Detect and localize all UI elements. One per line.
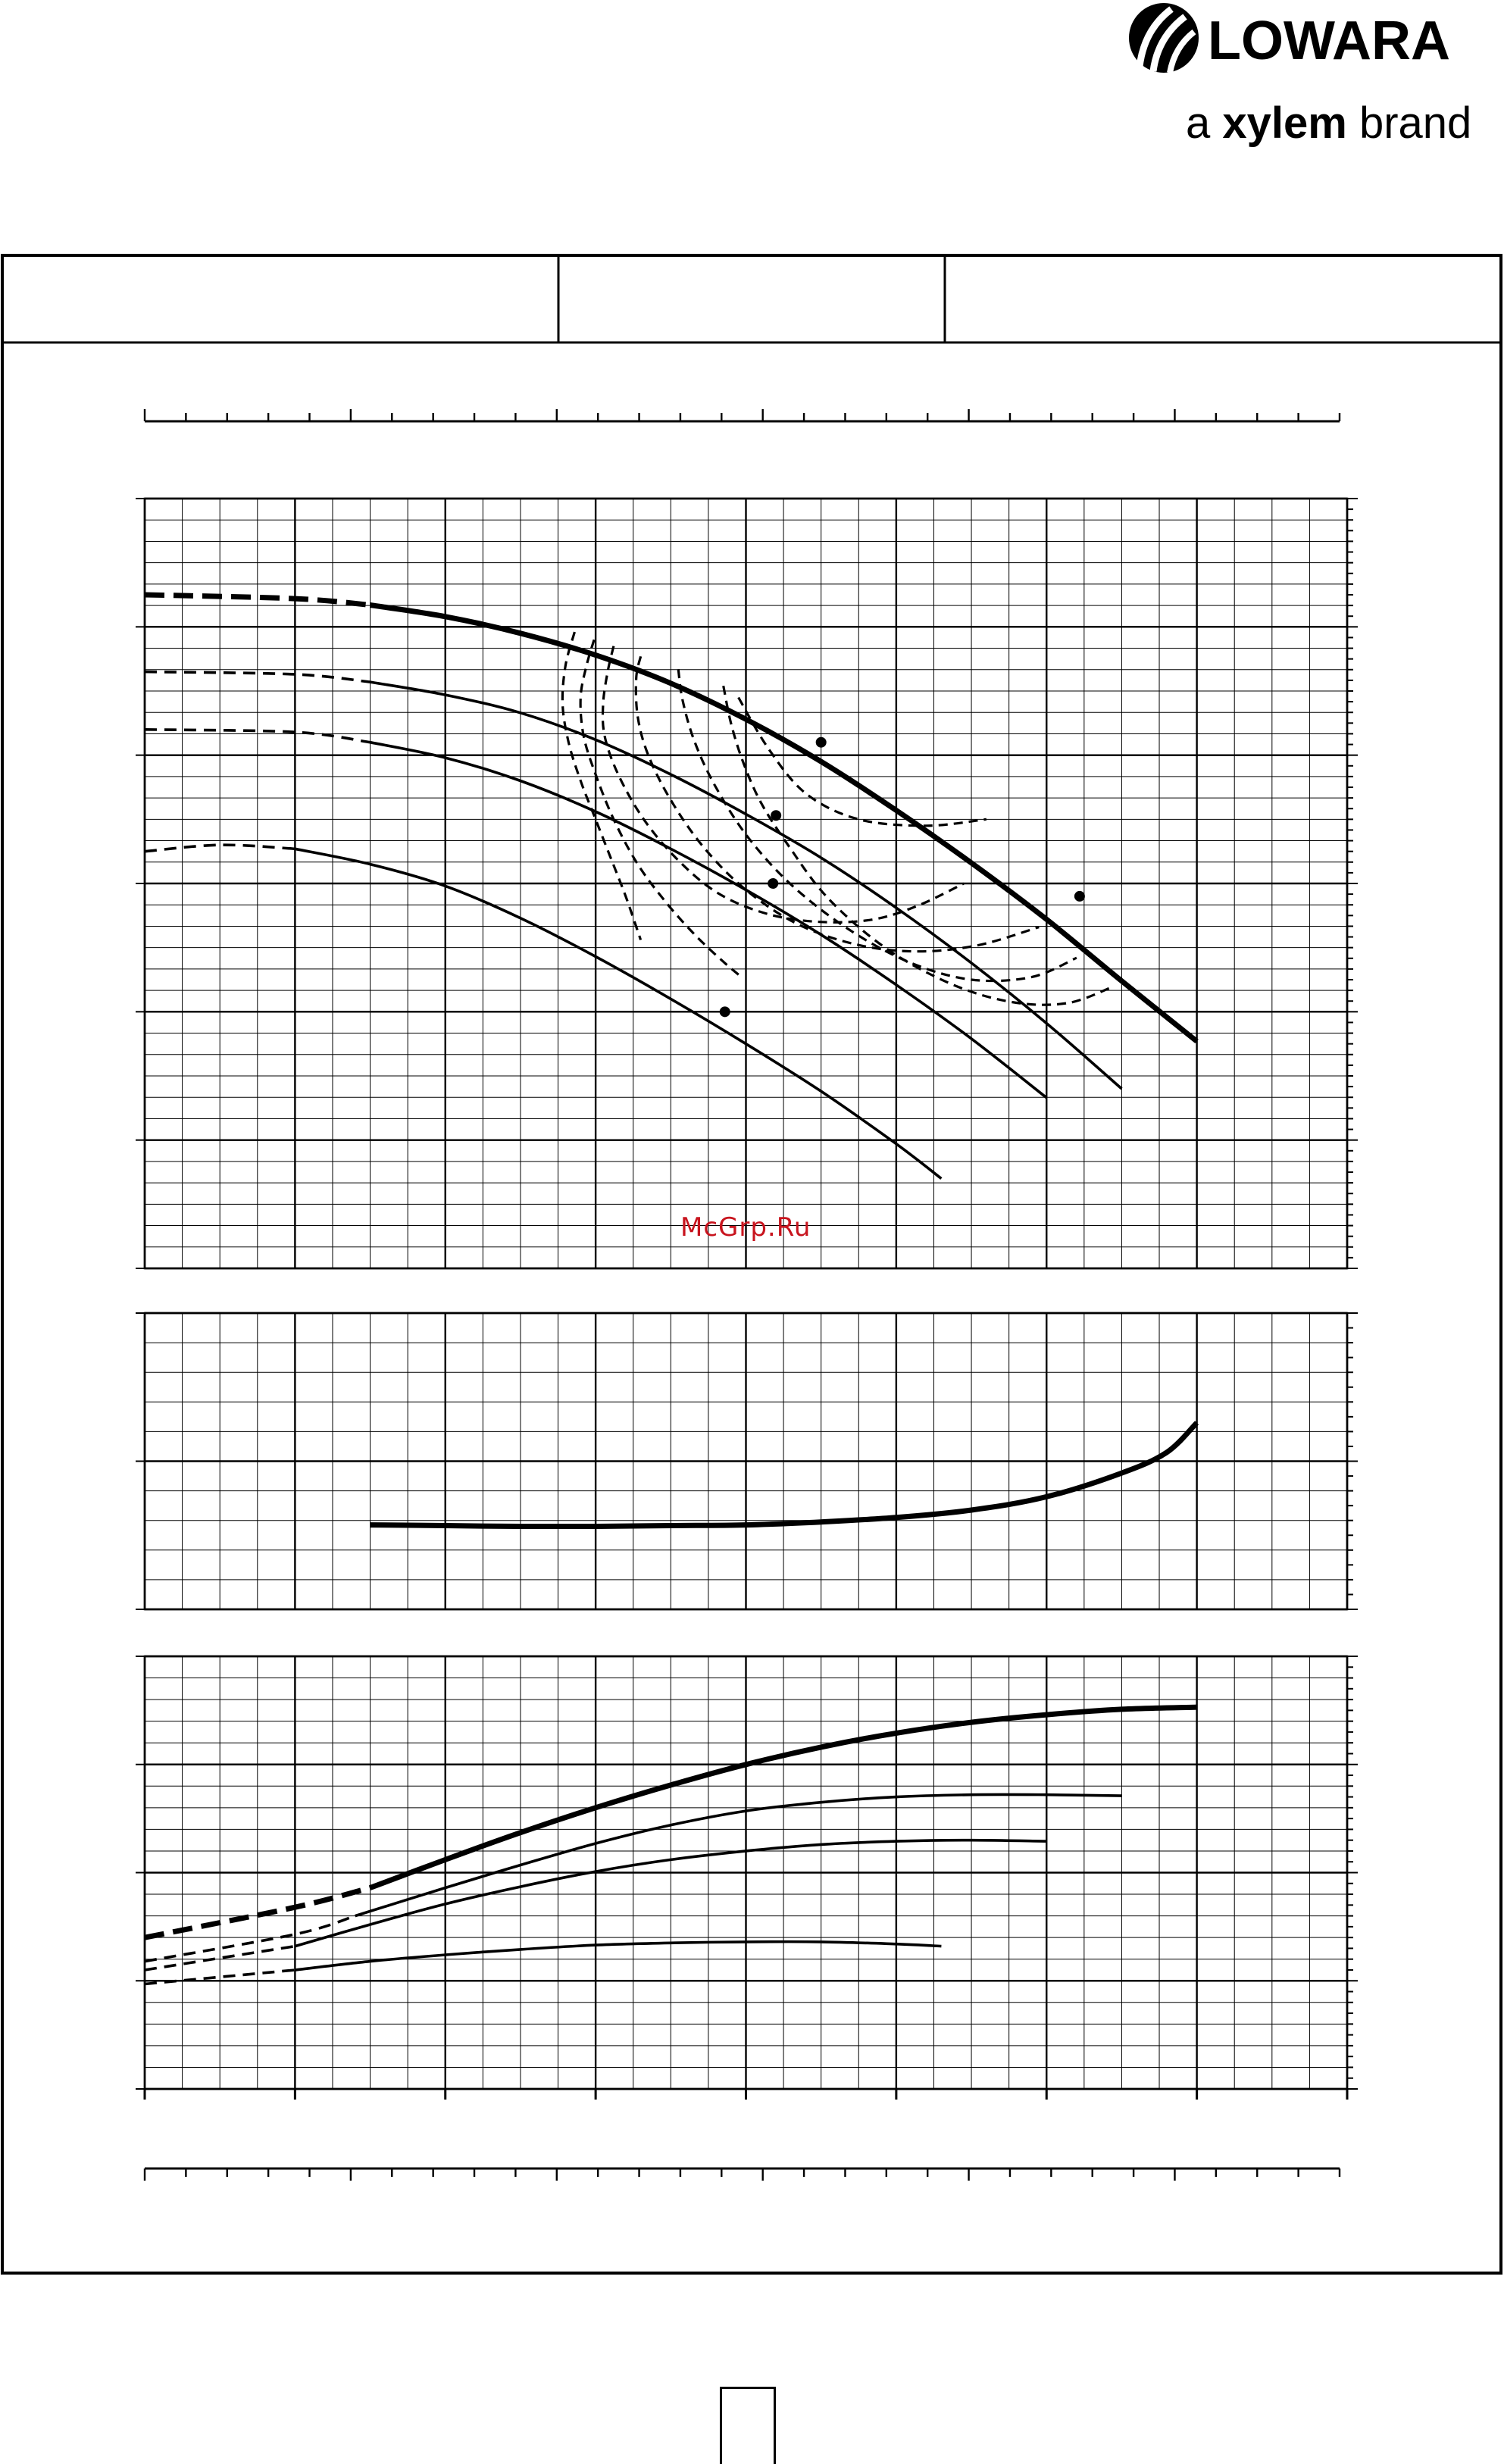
efficiency-point-4 — [1074, 890, 1085, 902]
iso-efficiency-curve-5 — [722, 685, 1115, 1006]
curve-series-1-dashed — [144, 1914, 356, 1963]
iso-efficiency-curve-3 — [634, 655, 1040, 953]
brand-tagline: a xylem brand — [1186, 98, 1471, 148]
iso-efficiency-curve-0 — [561, 631, 643, 941]
frame — [1, 254, 1502, 2275]
lowara-swirl-icon — [1129, 3, 1199, 73]
iso-efficiency-curve-4 — [677, 668, 1077, 983]
curve-series-2 — [294, 1838, 1047, 1948]
watermark: McGrp.Ru — [680, 1212, 811, 1243]
efficiency-point-1 — [771, 810, 782, 821]
top-flow-scale — [143, 409, 1341, 423]
efficiency-point-3 — [719, 1006, 730, 1018]
curve-series-0 — [370, 602, 1199, 1044]
plot-border — [143, 497, 1349, 1270]
curve-series-3 — [295, 847, 943, 1180]
bottom-flow-scale — [143, 2167, 1341, 2181]
curve-series-1 — [355, 1793, 1122, 1918]
iso-efficiency-curve-6 — [737, 696, 987, 827]
efficiency-point-0 — [815, 736, 827, 748]
curve-series-2 — [370, 740, 1048, 1099]
head-panel — [136, 497, 1358, 1270]
curve-series-2-dashed — [144, 728, 371, 744]
curve-series-1 — [370, 680, 1123, 1090]
plot-border — [143, 1312, 1349, 1611]
curve-series-0 — [370, 1421, 1199, 1530]
brand-name: LOWARA — [1208, 11, 1450, 71]
curve-series-2-dashed — [144, 1944, 295, 1972]
npsh-panel — [136, 1312, 1358, 1611]
curve-series-0-dashed — [144, 1885, 371, 1940]
curve-series-0 — [369, 1704, 1197, 1890]
curve-series-3-dashed — [144, 1968, 295, 1986]
power-panel — [136, 1655, 1358, 2100]
curve-series-1-dashed — [144, 670, 371, 683]
efficiency-point-2 — [768, 878, 779, 889]
curve-series-0-dashed — [144, 592, 371, 608]
iso-efficiency-curve-1 — [579, 639, 741, 977]
curve-series-3 — [295, 1940, 942, 1972]
page-number-box — [720, 2387, 776, 2464]
logo: LOWARA a xylem brand — [1106, 0, 1504, 159]
